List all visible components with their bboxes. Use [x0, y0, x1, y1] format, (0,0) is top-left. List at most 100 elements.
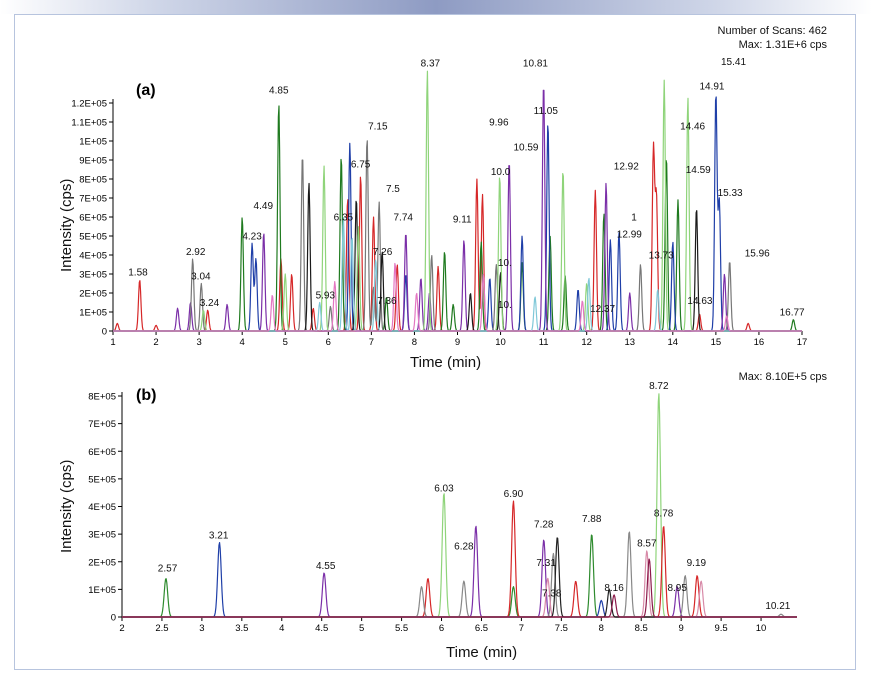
peak-label: 14.91	[699, 82, 724, 93]
x-tick-label: 9	[455, 337, 460, 348]
x-tick-label: 17	[797, 337, 808, 348]
y-tick-label: 8E+05	[79, 175, 107, 186]
y-tick-label: 6E+05	[79, 213, 107, 224]
peak-label: 7.31	[536, 558, 556, 569]
peak-label: 14.59	[686, 165, 711, 176]
peak-label: 4.85	[269, 85, 289, 96]
peak-label: 12.37	[590, 304, 615, 315]
x-tick-label: 5	[359, 623, 364, 634]
chart-panel-a: 0 1E+05 2E+05 3E+05 4E+05 5E+05 6E+05 7E+05 8E+0…	[71, 57, 807, 348]
panel-b-label: (b)	[136, 387, 157, 404]
y-tick-label: 0	[102, 327, 107, 338]
peak-label: 15.33	[718, 188, 743, 199]
y-tick-label: 1E+05	[88, 585, 116, 596]
x-tick-label: 2	[153, 337, 158, 348]
peak-label: 8.72	[649, 381, 669, 392]
peak-label: 1	[631, 213, 637, 224]
peak-label: 2.57	[158, 564, 178, 575]
x-tick-label: 1	[110, 337, 115, 348]
scan-info-a: Number of Scans: 462 Max: 1.31E+6 cps	[718, 24, 827, 52]
y-tick-label: 0	[111, 613, 116, 624]
series-pink-trace	[113, 262, 802, 332]
peak-label: 7.38	[542, 588, 562, 599]
y-tick-label: 1.1E+05	[71, 118, 107, 129]
peak-label: 6.75	[351, 159, 371, 170]
y-tick-label: 7E+05	[79, 194, 107, 205]
peak-label: 4.55	[316, 561, 336, 572]
y-tick-label: 6E+05	[88, 447, 116, 458]
x-tick-label: 14	[668, 337, 679, 348]
peak-label: 15.96	[745, 249, 770, 260]
x-axis-label-b: Time (min)	[446, 644, 518, 661]
peak-label: 12.99	[617, 230, 642, 241]
max-intensity-a: Max: 1.31E+6 cps	[738, 39, 827, 51]
y-tick-label: 4E+05	[79, 251, 107, 262]
x-tick-label: 9.5	[715, 623, 728, 634]
x-tick-label: 3	[199, 623, 204, 634]
x-tick-label: 8.5	[635, 623, 648, 634]
x-tick-label: 12	[581, 337, 592, 348]
x-tick-label: 4.5	[315, 623, 328, 634]
peak-label: 6.90	[504, 489, 524, 500]
x-tick-label: 5	[283, 337, 288, 348]
peak-label: 10.59	[513, 142, 538, 153]
peak-label: 8.57	[637, 539, 657, 550]
x-tick-label: 3	[196, 337, 201, 348]
peak-label: 7.15	[368, 121, 388, 132]
peak-label: 9.96	[489, 118, 509, 129]
peak-label: 6.03	[434, 483, 454, 494]
y-tick-label: 2E+05	[79, 289, 107, 300]
peak-label: 10.21	[765, 601, 790, 612]
peak-label: 4.49	[254, 201, 274, 212]
peak-label: 10.81	[523, 59, 548, 70]
peak-label: 9.11	[453, 215, 472, 226]
peak-label: 11.05	[534, 106, 559, 117]
y-tick-label: 3E+05	[88, 530, 116, 541]
x-tick-label: 8	[599, 623, 604, 634]
peak-label: 10.	[498, 258, 512, 269]
x-tick-label: 6.5	[475, 623, 488, 634]
peak-label: 3.21	[209, 530, 229, 541]
peak-label: 1.58	[128, 268, 148, 279]
y-tick-label: 3E+05	[79, 270, 107, 281]
peak-label: 10.0	[491, 167, 511, 178]
y-tick-label: 1.2E+05	[71, 99, 107, 110]
x-tick-label: 13	[624, 337, 635, 348]
peak-label: 3.04	[191, 272, 211, 283]
panel-a-label: (a)	[136, 82, 156, 99]
peak-label: 12.92	[614, 161, 639, 172]
peak-label: 4.23	[242, 232, 262, 243]
x-tick-label: 11	[539, 337, 549, 348]
x-tick-label: 4	[240, 337, 245, 348]
x-tick-label: 15	[711, 337, 722, 348]
peak-label: 13.73	[649, 251, 674, 262]
peak-label: 6.35	[334, 213, 354, 224]
peak-label: 8.37	[421, 59, 441, 70]
peak-label: 7.36	[377, 296, 397, 307]
peak-label: 14.63	[687, 296, 712, 307]
x-tick-label: 2.5	[155, 623, 168, 634]
peak-label: 10.	[498, 300, 512, 311]
x-tick-label: 3.5	[235, 623, 248, 634]
x-tick-label: 7	[519, 623, 524, 634]
peak-label: 8.16	[604, 583, 624, 594]
x-axis-label-a: Time (min)	[410, 354, 482, 371]
peak-label: 6.28	[454, 541, 474, 552]
peak-label: 7.74	[394, 213, 414, 224]
series-maroon-trace	[122, 558, 797, 618]
peak-label: 7.26	[373, 247, 393, 258]
x-tick-label: 7	[369, 337, 374, 348]
x-tick-label: 2	[119, 623, 124, 634]
peak-label: 2.92	[186, 247, 206, 258]
x-tick-label: 7.5	[555, 623, 568, 634]
y-tick-label: 1E+05	[79, 308, 107, 319]
x-tick-label: 9	[679, 623, 684, 634]
peak-label: 3.24	[200, 298, 220, 309]
peak-label: 7.88	[582, 514, 602, 525]
y-tick-label: 5E+05	[79, 232, 107, 243]
y-tick-label: 2E+05	[88, 557, 116, 568]
peak-label: 7.5	[386, 184, 400, 195]
peak-label: 14.46	[680, 121, 705, 132]
scan-count: Number of Scans: 462	[717, 25, 827, 37]
